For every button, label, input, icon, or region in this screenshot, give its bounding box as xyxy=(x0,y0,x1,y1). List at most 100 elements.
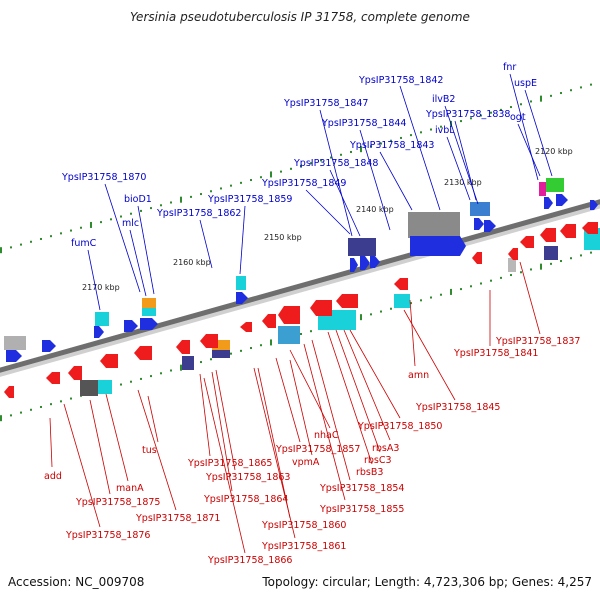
forward-gene-arrow xyxy=(590,200,598,210)
scale-tick xyxy=(450,288,452,295)
gene-label: YpsIP31758_1845 xyxy=(415,402,500,413)
scale-tick xyxy=(80,226,82,229)
scale-tick xyxy=(150,207,152,210)
scale-tick xyxy=(30,408,32,411)
gene-label: YpsIP31758_1870 xyxy=(61,172,146,183)
scale-tick xyxy=(520,271,522,274)
scale-tick xyxy=(10,414,12,417)
gene-label: YpsIP31758_1871 xyxy=(135,513,220,524)
leader-line xyxy=(517,123,541,177)
leader-lines xyxy=(49,73,553,554)
leader-line xyxy=(137,389,177,511)
scale-tick xyxy=(440,293,442,296)
forward-gene-arrow xyxy=(474,218,484,230)
leader-line xyxy=(359,129,391,231)
scale-tick xyxy=(10,246,12,249)
scale-tick xyxy=(240,349,242,352)
scale-tick xyxy=(250,347,252,350)
leader-line xyxy=(399,85,441,211)
scale-tick xyxy=(200,193,202,196)
gene-label: YpsIP31758_1875 xyxy=(75,497,160,508)
scale-tick-label: 2170 kbp xyxy=(82,283,120,292)
scale-tick xyxy=(410,302,412,305)
gene-label: YpsIP31758_1866 xyxy=(207,555,292,566)
scale-tick xyxy=(230,184,232,187)
forward-gene-arrow xyxy=(410,236,466,256)
forward-genes xyxy=(6,194,598,362)
leader-line xyxy=(129,229,147,297)
forward-gene-arrow xyxy=(556,194,568,206)
leader-line xyxy=(409,299,416,367)
scale-tick xyxy=(360,146,362,153)
leader-line xyxy=(89,399,111,495)
genome-backbone-core xyxy=(0,199,600,373)
reverse-gene-arrow xyxy=(46,372,60,384)
forward-gene-arrow xyxy=(140,318,158,330)
accession-text: Accession: NC_009708 xyxy=(8,575,145,589)
scale-tick xyxy=(70,229,72,232)
leader-line xyxy=(87,249,101,311)
reverse-gene-arrow xyxy=(4,386,14,398)
gene-label: rbsA3 xyxy=(372,443,399,454)
scale-tick xyxy=(360,314,362,321)
gene-label: bioD1 xyxy=(124,194,152,205)
scale-tick xyxy=(340,153,342,156)
gene-label: tus xyxy=(142,445,157,456)
reverse-gene-labels: YpsIP31758_1837 YpsIP31758_1841 amn YpsI… xyxy=(44,336,580,566)
reverse-gene-arrow xyxy=(100,354,118,368)
leader-line xyxy=(289,359,313,456)
scale-tick xyxy=(460,120,462,123)
scale-tick xyxy=(490,279,492,282)
scale-tick xyxy=(430,296,432,299)
forward-gene-arrow xyxy=(94,326,104,338)
scale-tick xyxy=(410,134,412,137)
reverse-gene-arrow xyxy=(278,306,300,324)
scale-tick xyxy=(160,372,162,375)
leader-line xyxy=(199,219,213,269)
feature-block-navy xyxy=(212,350,230,358)
gene-label: YpsIP31758_1855 xyxy=(319,504,404,515)
scale-tick xyxy=(0,415,2,422)
gene-label: YpsIP31758_1854 xyxy=(319,483,404,494)
reverse-gene-arrow xyxy=(560,224,576,238)
scale-tick xyxy=(70,397,72,400)
leader-line xyxy=(403,309,456,401)
leader-line xyxy=(379,151,413,211)
gene-label: ivbL xyxy=(435,125,455,136)
gene-label: YpsIP31758_1857 xyxy=(275,444,360,455)
forward-gene-labels: fnr uspE ilvB2 ogt ivbL YpsIP31758_1842 … xyxy=(61,62,537,249)
feature-block-cyan xyxy=(470,202,490,216)
gene-label: YpsIP31758_1837 xyxy=(495,336,580,347)
scale-tick xyxy=(570,89,572,92)
leader-line xyxy=(275,357,301,443)
leader-line xyxy=(335,329,381,453)
leader-line xyxy=(239,205,246,275)
scale-tick xyxy=(130,212,132,215)
scale-tick xyxy=(210,358,212,361)
feature-block-gray xyxy=(80,380,98,396)
scale-tick xyxy=(180,364,182,371)
gene-label: uspE xyxy=(514,78,537,89)
forward-gene-arrow xyxy=(370,256,380,268)
reverse-gene-arrow xyxy=(262,314,276,328)
leader-line xyxy=(329,169,361,237)
gene-label: mlc xyxy=(122,218,139,229)
scale-tick xyxy=(300,165,302,167)
feature-block-gray xyxy=(408,212,460,238)
scale-tick xyxy=(160,204,162,207)
gene-label: YpsIP31758_1865 xyxy=(187,458,272,469)
scale-tick xyxy=(110,218,112,221)
gene-label: YpsIP31758_1847 xyxy=(283,98,368,109)
scale-tick xyxy=(530,268,532,271)
leader-line xyxy=(211,371,233,492)
scale-tick xyxy=(350,150,352,153)
leader-line xyxy=(63,403,101,528)
scale-tick-label: 2160 kbp xyxy=(173,258,211,267)
gene-label: ilvB2 xyxy=(432,94,455,105)
forward-gene-arrow xyxy=(544,197,553,209)
scale-tick xyxy=(60,232,62,235)
scale-tick xyxy=(480,282,482,285)
scale-tick xyxy=(500,276,502,279)
scale-tick xyxy=(580,254,582,257)
leader-line xyxy=(305,189,351,235)
